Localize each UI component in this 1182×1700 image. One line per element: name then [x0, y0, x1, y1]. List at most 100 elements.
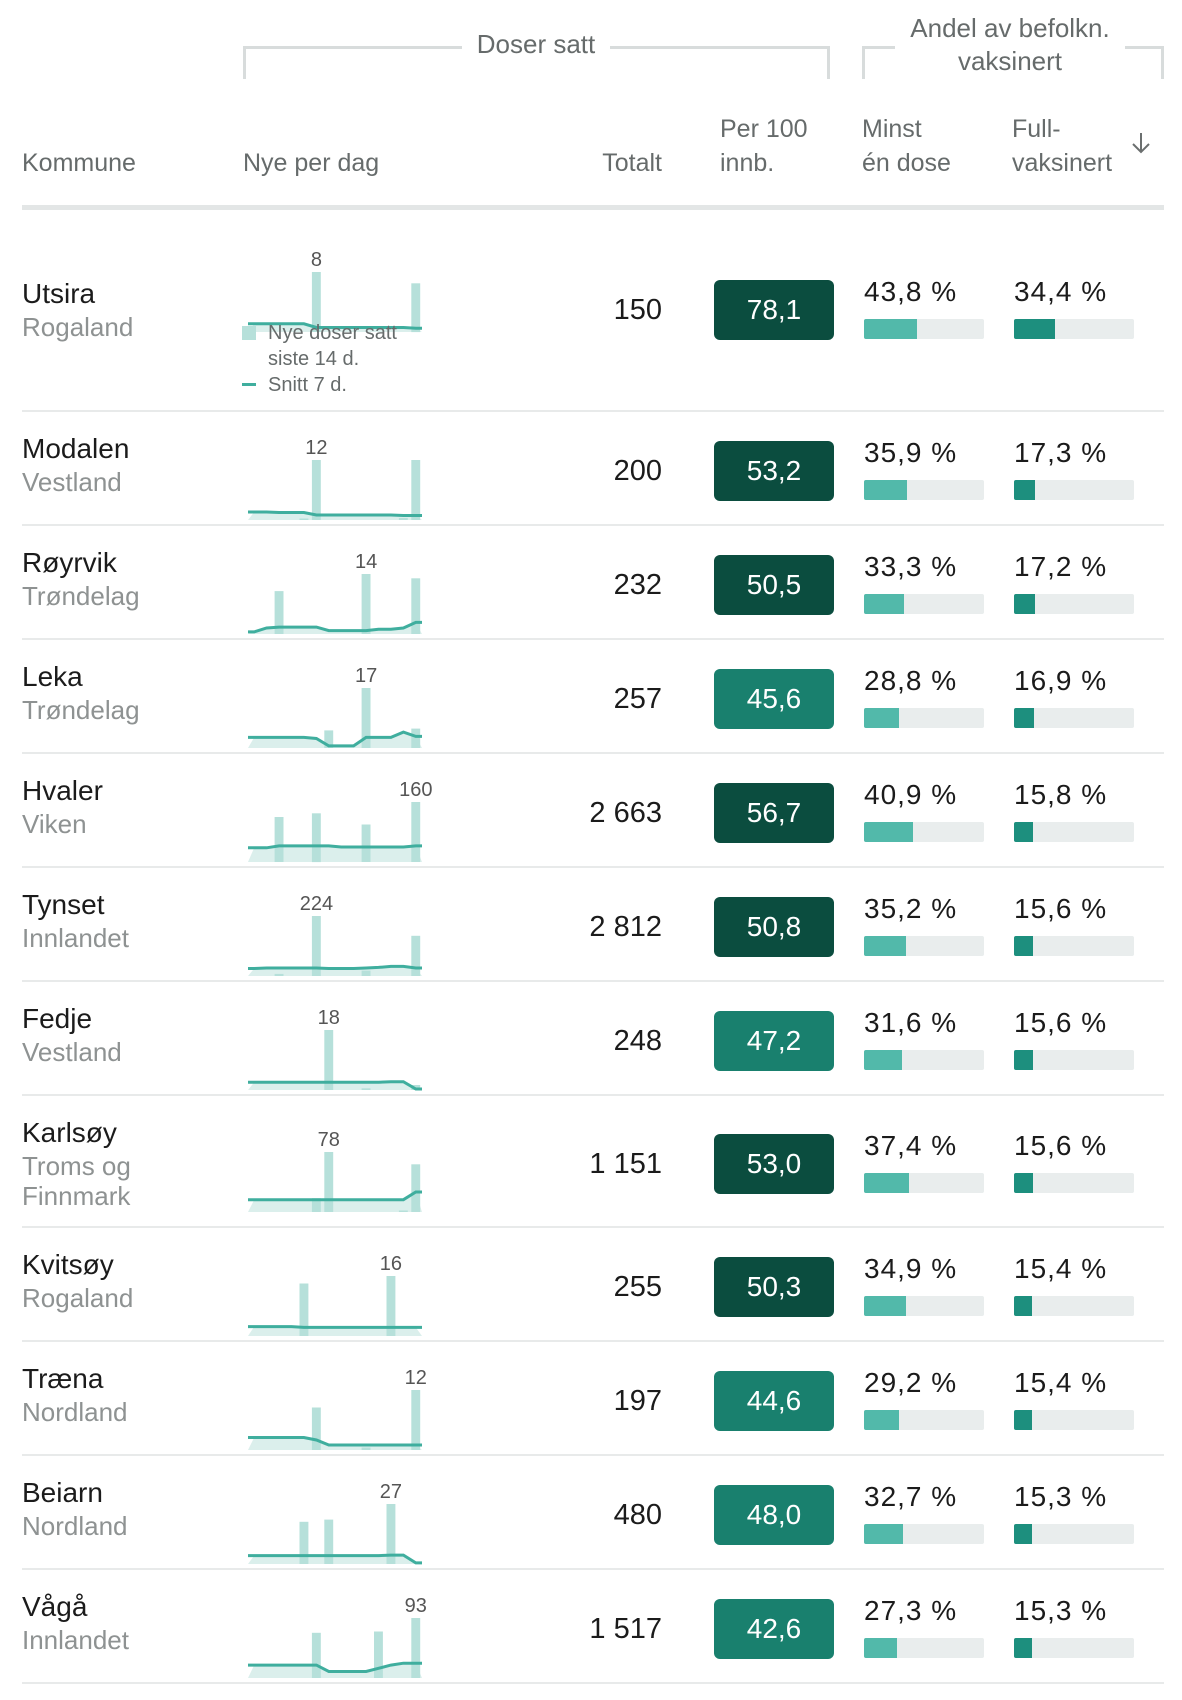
minst-en-dose-bar [864, 708, 984, 728]
daily-dose-bar [411, 1164, 421, 1212]
col-header-per-100[interactable]: Per 100 innb. [720, 112, 808, 180]
fylke-name: Rogaland [22, 312, 134, 342]
average-line [248, 1190, 422, 1202]
sparkline-chart: 93 [248, 1595, 427, 1678]
peak-value-label: 160 [399, 779, 432, 801]
kommune-name[interactable]: Utsira [22, 278, 96, 309]
kommune-name[interactable]: Træna [22, 1363, 104, 1394]
minst-en-dose-bar-fill [864, 1524, 904, 1544]
peak-value-label: 14 [355, 551, 377, 573]
col-header-fullvaksinert[interactable]: Full- vaksinert [1012, 112, 1112, 180]
average-area [248, 845, 422, 862]
per-100-badge: 50,5 [714, 555, 834, 615]
table-row[interactable]: Leka Trøndelag 17 257 45,6 28,8 % 16,9 % [0, 640, 1182, 754]
daily-dose-bar [411, 728, 421, 748]
sparkline-chart: 78 [248, 1129, 422, 1212]
daily-dose-bar [311, 460, 321, 520]
minst-en-dose-value: 34,9 % [864, 1253, 958, 1284]
kommune-name[interactable]: Fedje [22, 1003, 93, 1034]
average-line [248, 510, 422, 517]
minst-en-dose-value: 35,2 % [864, 893, 958, 924]
daily-dose-bar [398, 518, 408, 520]
table-row[interactable]: Hvaler Viken 160 2 663 56,7 40,9 % 15,8 % [0, 754, 1182, 868]
daily-dose-bar [386, 1276, 396, 1336]
average-line [248, 1080, 422, 1091]
col-header-nye-per-dag[interactable]: Nye per dag [243, 149, 380, 177]
average-line [248, 1325, 422, 1329]
average-area [248, 622, 422, 634]
fullvaksinert-bar [1014, 936, 1134, 956]
total-doses: 232 [613, 569, 662, 601]
minst-en-dose-value: 43,8 % [864, 276, 958, 307]
daily-dose-bar [311, 1407, 321, 1450]
daily-dose-bar [411, 935, 421, 976]
total-doses: 150 [613, 294, 662, 326]
kommune-name[interactable]: Tynset [22, 889, 105, 920]
doser-satt-group-label: Doser satt [462, 28, 610, 61]
fullvaksinert-bar [1014, 822, 1134, 842]
table-row[interactable]: Tynset Innlandet 224 2 812 50,8 35,2 % 15,6 % [0, 868, 1182, 982]
table-row[interactable]: Utsira Rogaland 8 Nye doser satt siste 14 d.… [0, 212, 1182, 412]
fylke-name: Vestland [22, 467, 122, 497]
total-doses: 2 812 [589, 911, 662, 943]
table-row[interactable]: Karlsøy Troms og Finnmark 78 1 151 53,0 37,4 %… [0, 1096, 1182, 1228]
minst-en-dose-bar-fill [864, 708, 899, 728]
minst-en-dose-value: 33,3 % [864, 551, 958, 582]
kommune-name[interactable]: Karlsøy [22, 1117, 117, 1148]
total-doses: 257 [613, 683, 662, 715]
fullvaksinert-value: 15,3 % [1014, 1481, 1108, 1512]
fylke-name: Nordland [22, 1397, 128, 1427]
table-row[interactable]: Fedje Vestland 18 248 47,2 31,6 % 15,6 % [0, 982, 1182, 1096]
daily-dose-bar [299, 1283, 309, 1336]
kommune-name[interactable]: Hvaler [22, 775, 103, 806]
table-body: Utsira Rogaland 8 Nye doser satt siste 14 d.… [0, 212, 1182, 1700]
col-header-minst-en-dose[interactable]: Minst én dose [862, 112, 951, 180]
fullvaksinert-value: 34,4 % [1014, 276, 1108, 307]
total-doses: 255 [613, 1271, 662, 1303]
row-divider [22, 980, 1164, 982]
daily-dose-bar [398, 1210, 408, 1212]
per-100-badge: 78,1 [714, 280, 834, 340]
kommune-name[interactable]: Kvitsøy [22, 1249, 114, 1280]
fullvaksinert-value: 15,6 % [1014, 1007, 1108, 1038]
daily-dose-bar [411, 283, 421, 333]
minst-en-dose-bar [864, 936, 984, 956]
per-100-badge: 48,0 [714, 1485, 834, 1545]
minst-en-dose-bar-fill [864, 1296, 906, 1316]
fullvaksinert-bar [1014, 1296, 1134, 1316]
total-doses: 2 663 [589, 797, 662, 829]
fylke-name: Innlandet [22, 1625, 129, 1655]
table-row[interactable]: Røyrvik Trøndelag 14 232 50,5 33,3 % 17,2 % [0, 526, 1182, 640]
minst-en-dose-value: 40,9 % [864, 779, 958, 810]
table-row[interactable]: Beiarn Nordland 27 480 48,0 32,7 % 15,3 % [0, 1456, 1182, 1570]
kommune-name[interactable]: Røyrvik [22, 547, 117, 578]
kommune-name[interactable]: Beiarn [22, 1477, 103, 1508]
table-header: Doser satt Andel av befolkn. vaksinert K… [0, 0, 1182, 215]
fylke-name: Vestland [22, 1037, 122, 1067]
per-100-badge: 45,6 [714, 669, 834, 729]
minst-en-dose-bar-fill [864, 480, 908, 500]
kommune-name[interactable]: Leka [22, 661, 83, 692]
row-divider [22, 1682, 1164, 1684]
row-divider [22, 866, 1164, 868]
table-row[interactable]: Modalen Vestland 12 200 53,2 35,9 % 17,3 % [0, 412, 1182, 526]
fullvaksinert-bar-fill [1014, 1050, 1033, 1070]
col-header-kommune[interactable]: Kommune [22, 149, 136, 177]
fullvaksinert-value: 17,2 % [1014, 551, 1108, 582]
row-divider [22, 638, 1164, 640]
peak-value-label: 12 [405, 1367, 427, 1389]
arrow-down-icon[interactable] [1130, 130, 1152, 163]
col-header-totalt[interactable]: Totalt [602, 149, 662, 177]
per-100-badge: 44,6 [714, 1371, 834, 1431]
fullvaksinert-bar [1014, 480, 1134, 500]
fylke-name: Trøndelag [22, 581, 140, 611]
table-row[interactable]: Vågå Innlandet 93 1 517 42,6 27,3 % 15,3 % [0, 1570, 1182, 1684]
fylke-name: Trøndelag [22, 695, 140, 725]
minst-en-dose-bar-fill [864, 1173, 909, 1193]
kommune-name[interactable]: Vågå [22, 1591, 88, 1622]
table-row[interactable]: Træna Nordland 12 197 44,6 29,2 % 15,4 % [0, 1342, 1182, 1456]
daily-dose-bar [299, 518, 309, 520]
fullvaksinert-bar-fill [1014, 480, 1035, 500]
table-row[interactable]: Kvitsøy Rogaland 16 255 50,3 34,9 % 15,4 % [0, 1228, 1182, 1342]
kommune-name[interactable]: Modalen [22, 433, 130, 464]
